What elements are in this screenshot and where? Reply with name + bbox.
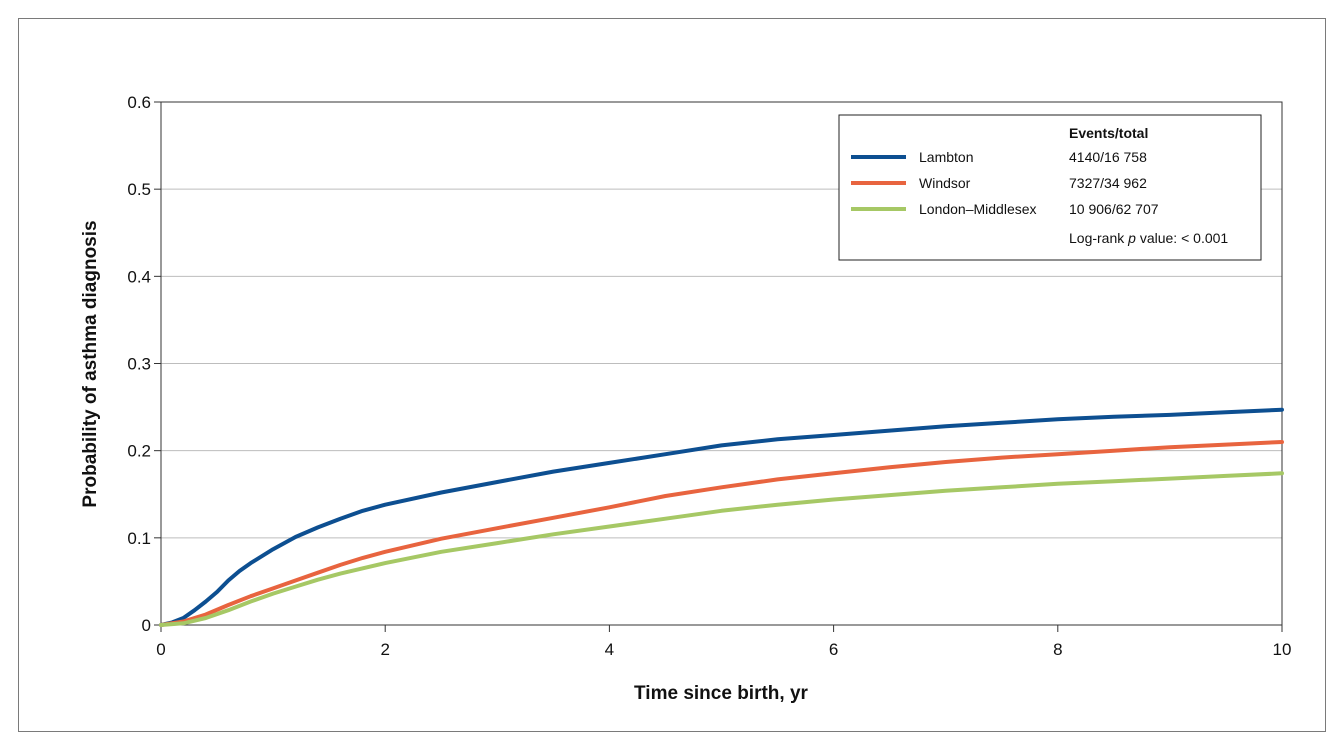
legend-box xyxy=(838,114,1262,261)
legend: Events/total Lambton 4140/16 758 Windsor 73… xyxy=(838,114,1262,261)
y-tick-label-3: 0.3 xyxy=(127,355,151,374)
y-tick-label-6: 0.6 xyxy=(127,93,151,112)
axes xyxy=(154,101,1283,632)
legend-footnote-suffix: value: < 0.001 xyxy=(1136,230,1228,246)
x-tick-label-1: 2 xyxy=(380,640,389,659)
y-tick-label-5: 0.5 xyxy=(127,180,151,199)
y-tick-label-0: 0 xyxy=(142,616,151,635)
tick-labels: 0 0.1 0.2 0.3 0.4 0.5 0.6 0 2 4 6 8 10 xyxy=(127,93,1291,659)
y-tick-label-2: 0.2 xyxy=(127,442,151,461)
series-line-0 xyxy=(159,407,1284,627)
x-tick-label-2: 4 xyxy=(605,640,614,659)
legend-rows: Lambton 4140/16 758 Windsor 7327/34 962 Lond… xyxy=(851,149,1159,217)
y-axis-label: Probability of asthma diagnosis xyxy=(80,220,101,507)
x-tick-label-3: 6 xyxy=(829,640,838,659)
figure-frame xyxy=(18,18,1326,732)
legend-series-name-0: Lambton xyxy=(919,149,973,165)
x-tick-label-0: 0 xyxy=(156,640,165,659)
legend-series-name-2: London–Middlesex xyxy=(919,201,1037,217)
series-line-1 xyxy=(159,440,1284,627)
x-tick-label-5: 10 xyxy=(1273,640,1292,659)
series-lines xyxy=(159,407,1284,627)
legend-footnote: Log-rank p value: < 0.001 xyxy=(1069,230,1228,246)
legend-events-total-2: 10 906/62 707 xyxy=(1069,201,1159,217)
legend-events-total-1: 7327/34 962 xyxy=(1069,175,1147,191)
legend-events-total-0: 4140/16 758 xyxy=(1069,149,1147,165)
x-tick-label-4: 8 xyxy=(1053,640,1062,659)
y-tick-label-4: 0.4 xyxy=(127,267,151,286)
legend-header: Events/total xyxy=(1069,125,1148,141)
legend-series-name-1: Windsor xyxy=(919,175,971,191)
legend-footnote-p: p xyxy=(1127,230,1136,246)
x-axis-label: Time since birth, yr xyxy=(634,683,808,704)
legend-footnote-prefix: Log-rank xyxy=(1069,230,1128,246)
y-tick-label-1: 0.1 xyxy=(127,529,151,548)
series-line-2 xyxy=(159,471,1284,627)
